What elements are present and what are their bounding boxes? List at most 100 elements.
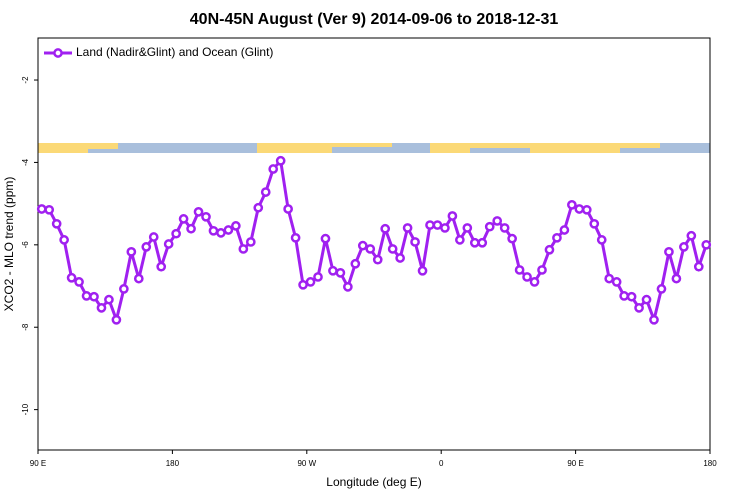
point [701,239,712,250]
land-strip [530,143,620,153]
point [693,261,704,272]
point [544,244,555,255]
point [679,242,689,252]
point [604,273,615,284]
point [163,239,174,249]
point [559,225,570,235]
y-tick-label: -6 [21,241,30,249]
y-tick-label: -8 [21,323,30,331]
x-tick-label: 180 [703,459,717,468]
x-tick-label: 90 E [30,459,46,468]
point [253,202,264,213]
point [589,218,600,229]
x-axis-label: Longitude (deg E) [326,475,421,489]
point [126,246,137,257]
land-strip [332,143,392,147]
point [193,207,204,217]
point [581,204,592,215]
land-strip [620,143,660,148]
land-strip [470,143,530,148]
point [537,265,547,275]
point [402,223,413,233]
point [111,314,122,325]
point [156,261,167,272]
point [343,281,353,292]
point [96,303,107,313]
land-strip [430,143,470,153]
point [148,232,159,242]
y-tick-label: -4 [21,158,30,166]
point [567,200,577,210]
point [357,240,368,251]
point [59,235,69,245]
point [305,277,316,287]
point [298,279,308,290]
legend-marker [53,48,63,58]
x-tick-label: 0 [439,459,444,468]
point [440,223,450,233]
point [208,225,219,236]
legend-label: Land (Nadir&Glint) and Ocean (Glint) [76,45,273,59]
point [619,291,629,301]
point [432,220,443,230]
point [44,204,55,215]
chart-title: 40N-45N August (Ver 9) 2014-09-06 to 201… [190,11,559,28]
point [372,254,383,265]
point [417,265,428,276]
point [507,233,517,244]
series-line [41,157,708,325]
point [275,155,286,166]
x-tick-label: 90 W [297,459,316,468]
point [656,284,667,294]
plot-frame [37,37,711,451]
point [492,216,503,226]
point [484,221,495,232]
point [119,284,129,294]
point [104,294,114,305]
point [387,244,398,254]
point [514,265,525,275]
point [529,277,540,287]
point [66,272,77,283]
point [141,242,152,252]
point [596,235,607,245]
point [365,244,376,254]
land-strip [257,143,332,153]
y-tick-label: -10 [21,403,30,415]
point [133,273,144,284]
point [350,258,361,269]
point [74,277,84,287]
point [477,237,488,248]
point [447,211,458,221]
point [238,244,249,254]
point [81,291,92,301]
point [425,220,435,230]
y-tick-label: -2 [21,76,30,84]
point [499,223,510,233]
point [216,228,226,238]
point [186,223,196,234]
point [89,291,99,302]
point [410,237,420,247]
land-strip [88,143,118,149]
point [245,237,256,247]
point [649,314,659,325]
point [36,204,47,214]
point [664,246,674,257]
point [335,267,346,278]
point [686,230,697,241]
point [462,223,473,233]
point [313,272,323,282]
point [671,273,682,284]
point [320,233,331,244]
point [171,228,181,239]
x-tick-label: 90 E [567,459,583,468]
point [260,187,271,197]
point [283,204,293,214]
land-strip [38,143,88,153]
point [201,211,211,222]
land-ocean-band [38,143,710,153]
point [634,303,644,313]
point [611,277,622,287]
